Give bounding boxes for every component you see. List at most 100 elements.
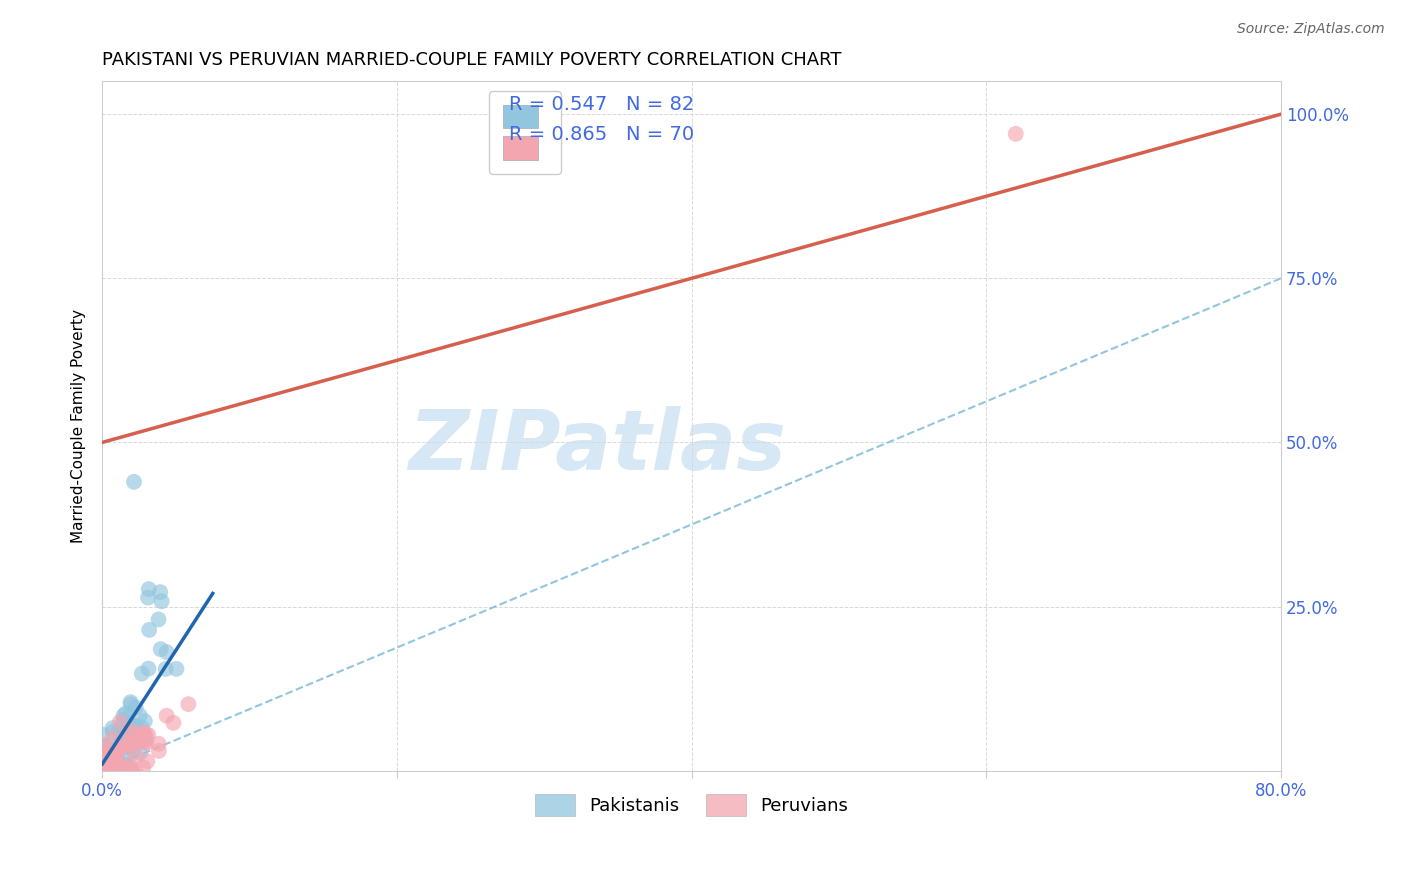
Point (122, 475, 145, 489)
Point (132, 761, 155, 775)
Point (149, 585, 172, 599)
Point (103, 764, 125, 778)
Point (131, 729, 153, 743)
Point (121, 764, 143, 778)
Point (155, 662, 177, 676)
Point (115, 726, 138, 740)
Point (94, 764, 117, 778)
Point (131, 734, 153, 748)
Point (110, 728, 132, 742)
Point (120, 698, 142, 712)
Point (148, 612, 170, 626)
Point (110, 763, 132, 777)
Point (108, 764, 131, 778)
Point (120, 739, 142, 753)
Point (132, 725, 155, 739)
Point (112, 736, 135, 750)
Point (114, 712, 136, 726)
Point (94, 754, 117, 768)
Point (165, 662, 187, 676)
Point (112, 764, 135, 778)
Point (98, 764, 121, 778)
Point (91, 728, 114, 742)
Point (100, 764, 122, 778)
Point (118, 719, 141, 733)
Point (117, 727, 139, 741)
Point (120, 764, 142, 778)
Point (120, 737, 142, 751)
Point (114, 739, 136, 754)
Point (98, 764, 121, 778)
Point (118, 715, 141, 730)
Point (94, 762, 117, 776)
Point (108, 742, 131, 756)
Point (134, 714, 156, 728)
Point (135, 727, 157, 741)
Point (128, 708, 150, 723)
Point (91, 746, 114, 760)
Text: PAKISTANI VS PERUVIAN MARRIED-COUPLE FAMILY POVERTY CORRELATION CHART: PAKISTANI VS PERUVIAN MARRIED-COUPLE FAM… (103, 51, 842, 69)
Point (96, 764, 118, 778)
Point (103, 747, 125, 761)
Point (120, 726, 142, 740)
Point (138, 582, 160, 596)
Point (115, 758, 138, 772)
Point (122, 744, 145, 758)
Point (138, 623, 160, 637)
Point (112, 735, 135, 749)
Point (93, 764, 115, 778)
Point (111, 726, 134, 740)
Point (149, 642, 172, 657)
Point (132, 727, 155, 741)
Point (150, 594, 173, 608)
Y-axis label: Married-Couple Family Poverty: Married-Couple Family Poverty (72, 309, 86, 543)
Point (136, 728, 159, 742)
Point (100, 764, 122, 778)
Point (93, 749, 115, 764)
Point (104, 752, 127, 766)
Point (122, 724, 145, 739)
Point (115, 733, 138, 747)
Point (101, 764, 124, 778)
Point (100, 738, 122, 752)
Point (97, 754, 120, 768)
Point (110, 735, 132, 749)
Point (162, 715, 184, 730)
Point (131, 721, 153, 735)
Point (148, 744, 170, 758)
Point (125, 700, 148, 714)
Point (98, 764, 121, 778)
Point (105, 757, 128, 772)
Point (94, 755, 117, 769)
Point (93, 764, 115, 778)
Point (110, 738, 132, 752)
Point (101, 760, 124, 774)
Point (124, 720, 146, 734)
Point (98, 764, 121, 778)
Text: ZIPatlas: ZIPatlas (408, 406, 786, 487)
Point (108, 764, 131, 778)
Point (118, 759, 141, 773)
Point (97, 746, 120, 760)
Point (129, 746, 152, 760)
Point (103, 764, 125, 778)
Point (104, 764, 127, 778)
Point (124, 764, 146, 778)
Point (94, 763, 117, 777)
Point (108, 714, 131, 729)
Point (156, 708, 179, 723)
Point (96, 752, 118, 766)
Legend: Pakistanis, Peruvians: Pakistanis, Peruvians (527, 788, 855, 823)
Point (124, 719, 146, 733)
Point (125, 749, 148, 764)
Point (136, 591, 159, 605)
Point (135, 736, 157, 750)
Point (91, 759, 114, 773)
Point (112, 708, 135, 723)
Point (134, 735, 156, 749)
Point (118, 723, 141, 738)
Point (138, 662, 160, 676)
Point (115, 764, 138, 778)
Point (128, 733, 150, 747)
Point (103, 764, 125, 778)
